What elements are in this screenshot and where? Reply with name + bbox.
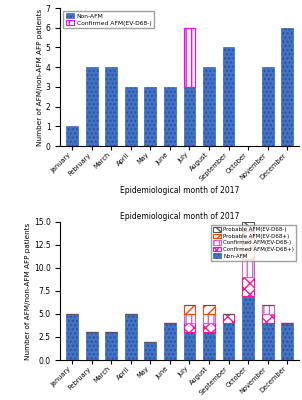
Bar (184, 305, 195, 314)
Bar (125, 314, 137, 360)
Bar (242, 231, 254, 259)
Bar (184, 332, 195, 360)
Bar (242, 296, 254, 360)
Bar (105, 67, 117, 146)
Bar (86, 332, 98, 360)
Bar (203, 305, 215, 314)
Bar (262, 305, 274, 314)
Bar (203, 332, 215, 360)
Title: Epidemiological month of 2017: Epidemiological month of 2017 (120, 212, 239, 221)
Bar (184, 323, 195, 332)
Bar (184, 314, 195, 323)
Bar (242, 222, 254, 231)
Bar (242, 277, 254, 296)
Bar (144, 342, 156, 360)
Bar (164, 87, 176, 146)
Y-axis label: Number of AFM/non-AFM AFP patients: Number of AFM/non-AFM AFP patients (37, 8, 43, 146)
Bar (184, 28, 195, 87)
Bar (203, 67, 215, 146)
Bar (144, 87, 156, 146)
Bar (66, 126, 78, 146)
Bar (203, 323, 215, 332)
Bar (66, 314, 78, 360)
Legend: Probable AFM(EV-D68-), Probable AFM(EV-D68+), Confirmed AFM(EV-D68-), Confirmed : Probable AFM(EV-D68-), Probable AFM(EV-D… (211, 225, 296, 261)
Bar (164, 323, 176, 360)
Bar (242, 259, 254, 277)
Bar (184, 87, 195, 146)
X-axis label: Epidemiological month of 2017: Epidemiological month of 2017 (120, 186, 239, 195)
Bar (105, 332, 117, 360)
Bar (223, 314, 234, 323)
Bar (262, 323, 274, 360)
Bar (281, 28, 293, 146)
Bar (203, 314, 215, 323)
Bar (262, 314, 274, 323)
Bar (262, 67, 274, 146)
Bar (223, 323, 234, 360)
Bar (281, 323, 293, 360)
Bar (86, 67, 98, 146)
Bar (223, 48, 234, 146)
Bar (125, 87, 137, 146)
Legend: Non-AFM, Confirmed AFM(EV-D68-): Non-AFM, Confirmed AFM(EV-D68-) (63, 11, 154, 28)
Y-axis label: Number of AFM/non-AFM AFP patients: Number of AFM/non-AFM AFP patients (25, 222, 31, 360)
